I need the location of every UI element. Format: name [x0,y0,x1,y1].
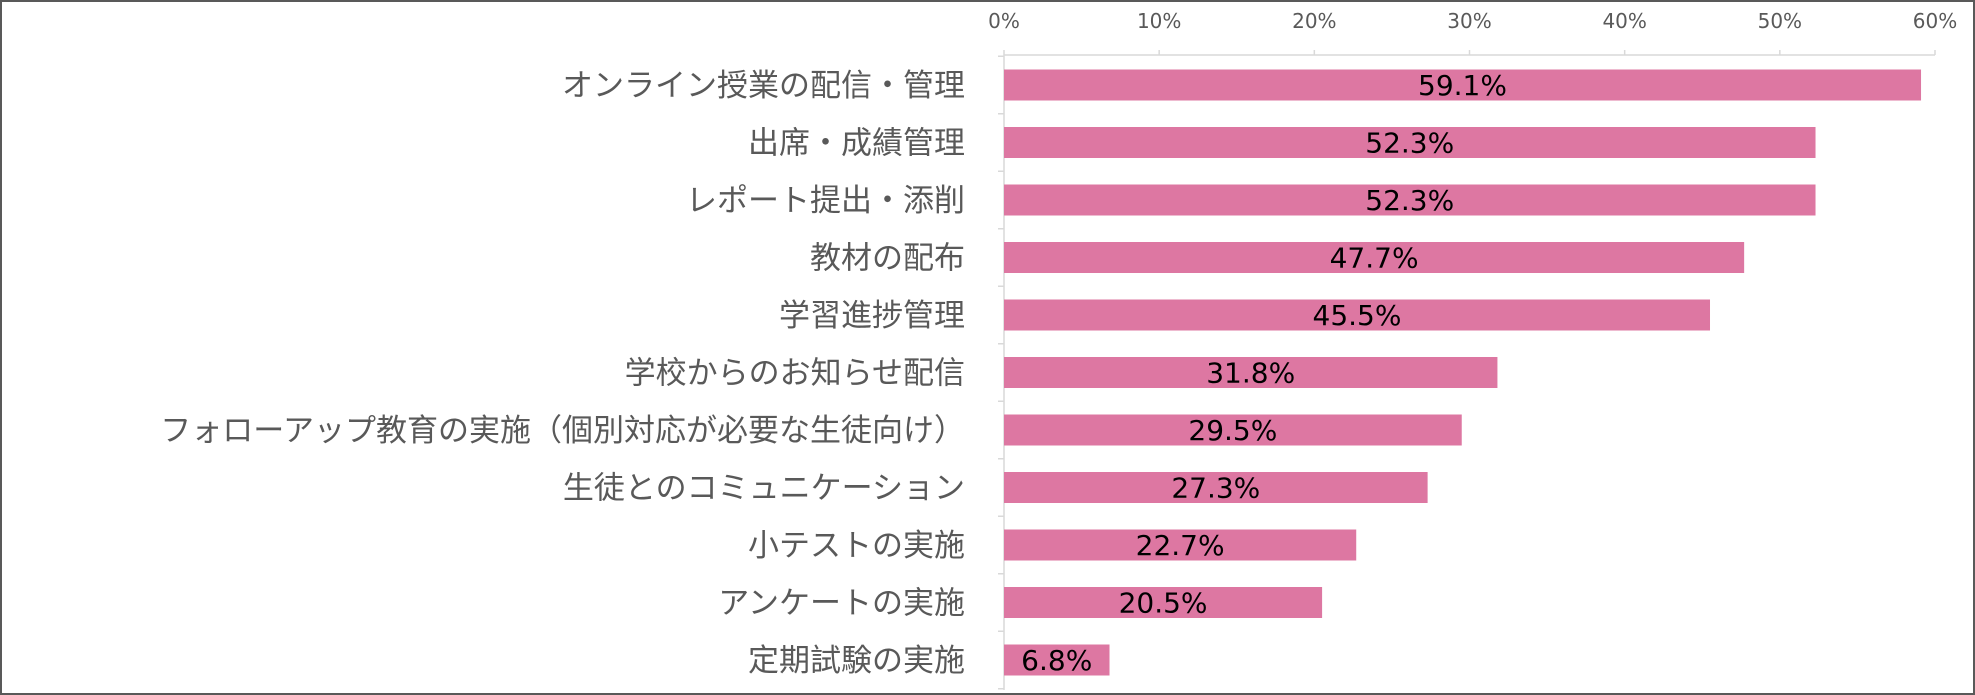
category-label: 定期試験の実施 [748,643,965,679]
data-label: 20.5% [1119,587,1208,620]
category-label: 出席・成績管理 [748,126,965,162]
data-label: 47.7% [1330,242,1419,275]
bar [1004,242,1745,273]
x-tick-label: 10% [1137,9,1181,33]
data-label: 22.7% [1136,529,1225,562]
category-label: アンケートの実施 [718,586,965,622]
category-label: レポート提出・添削 [686,183,965,219]
x-tick-label: 60% [1913,9,1957,33]
data-label: 29.5% [1188,414,1277,447]
bar [1004,414,1462,446]
bar [1004,587,1323,618]
x-tick-label: 40% [1602,9,1646,33]
data-label: 27.3% [1171,472,1260,505]
bar [1004,127,1816,158]
bar [1004,299,1711,331]
category-label: 学習進捗管理 [779,298,965,334]
x-tick-label: 20% [1292,9,1336,33]
category-label: オンライン授業の配信・管理 [562,68,965,104]
x-tick-label: 0% [988,9,1020,33]
bar [1004,644,1110,676]
data-label: 59.1% [1418,69,1507,102]
bar [1004,529,1357,561]
data-label: 45.5% [1313,299,1402,332]
category-label: 教材の配布 [810,241,965,277]
bar [1004,472,1428,503]
category-label: 生徒とのコミュニケーション [563,471,965,507]
category-label: 学校からのお知らせ配信 [625,356,965,392]
data-label: 52.3% [1365,127,1454,160]
x-tick-label: 30% [1447,9,1491,33]
bar [1004,357,1498,388]
x-tick-label: 50% [1758,9,1802,33]
bar [1004,184,1816,216]
data-label: 52.3% [1365,184,1454,217]
category-label: フォローアップ教育の実施（個別対応が必要な生徒向け） [160,413,965,449]
data-label: 31.8% [1206,357,1295,390]
data-label: 6.8% [1021,644,1092,677]
bar [1004,69,1922,101]
category-label: 小テストの実施 [748,528,965,564]
